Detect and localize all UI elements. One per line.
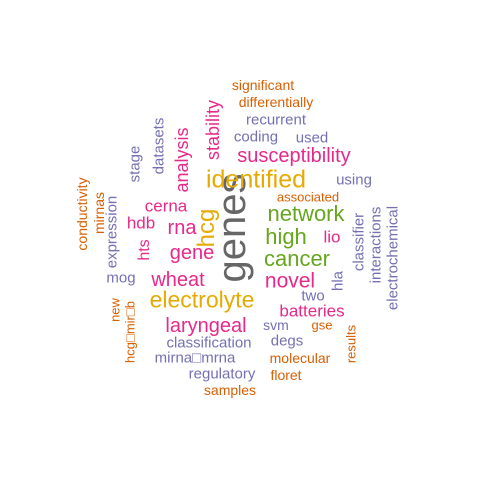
word-hdb: hdb bbox=[126, 213, 156, 233]
word-susceptibility: susceptibility bbox=[237, 145, 351, 167]
word-recurrent: recurrent bbox=[245, 111, 307, 129]
word-samples: samples bbox=[203, 382, 257, 398]
word-expression: expression bbox=[103, 195, 121, 269]
word-cancer: cancer bbox=[263, 246, 331, 271]
word-electrochemical: electrochemical bbox=[384, 205, 402, 311]
word-stage: stage bbox=[126, 145, 144, 183]
word-cerna: cerna bbox=[144, 196, 188, 216]
word-hts: hts bbox=[136, 239, 153, 261]
word-differentially: differentially bbox=[238, 94, 314, 110]
word-conductivity: conductivity bbox=[74, 177, 90, 251]
word-rna: rna bbox=[167, 217, 197, 239]
word-molecular: molecular bbox=[269, 350, 331, 366]
word-gse: gse bbox=[311, 317, 333, 333]
word-two: two bbox=[301, 287, 325, 305]
word-coding: coding bbox=[233, 128, 279, 146]
word-novel: novel bbox=[264, 269, 316, 293]
word-batteries: batteries bbox=[279, 301, 345, 321]
word-using: using bbox=[336, 171, 372, 189]
word-stability: stability bbox=[203, 99, 223, 161]
word-mog: mog bbox=[106, 269, 136, 287]
word-degs: degs bbox=[270, 332, 304, 350]
word-lio: lio bbox=[323, 227, 341, 247]
word-datasets: datasets bbox=[150, 117, 168, 175]
word-new: new bbox=[107, 298, 123, 322]
word-svm: svm bbox=[263, 317, 289, 333]
word-hla: hla bbox=[329, 270, 347, 292]
word-electrolyte: electrolyte bbox=[149, 286, 255, 313]
word-high: high bbox=[265, 224, 307, 249]
word-regulatory: regulatory bbox=[188, 365, 256, 383]
word-interactions: interactions bbox=[367, 206, 385, 284]
word-hcg-mir-b: hcg□mir□b bbox=[122, 301, 138, 363]
word-significant: significant bbox=[231, 77, 295, 93]
word-laryngeal: laryngeal bbox=[165, 315, 247, 337]
word-floret: floret bbox=[270, 367, 302, 383]
word-classification: classification bbox=[166, 334, 252, 352]
word-used: used bbox=[295, 129, 329, 147]
word-results: results bbox=[343, 324, 359, 364]
word-wheat: wheat bbox=[151, 269, 205, 291]
word-mirna-mrna: mirna□mrna bbox=[154, 349, 236, 367]
word-associated: associated bbox=[276, 189, 340, 205]
word-network: network bbox=[267, 201, 345, 226]
word-classifier: classifier bbox=[350, 212, 368, 272]
word-gene: gene bbox=[169, 242, 215, 264]
word-analysis: analysis bbox=[172, 127, 192, 193]
word-identified: identified bbox=[205, 165, 307, 194]
